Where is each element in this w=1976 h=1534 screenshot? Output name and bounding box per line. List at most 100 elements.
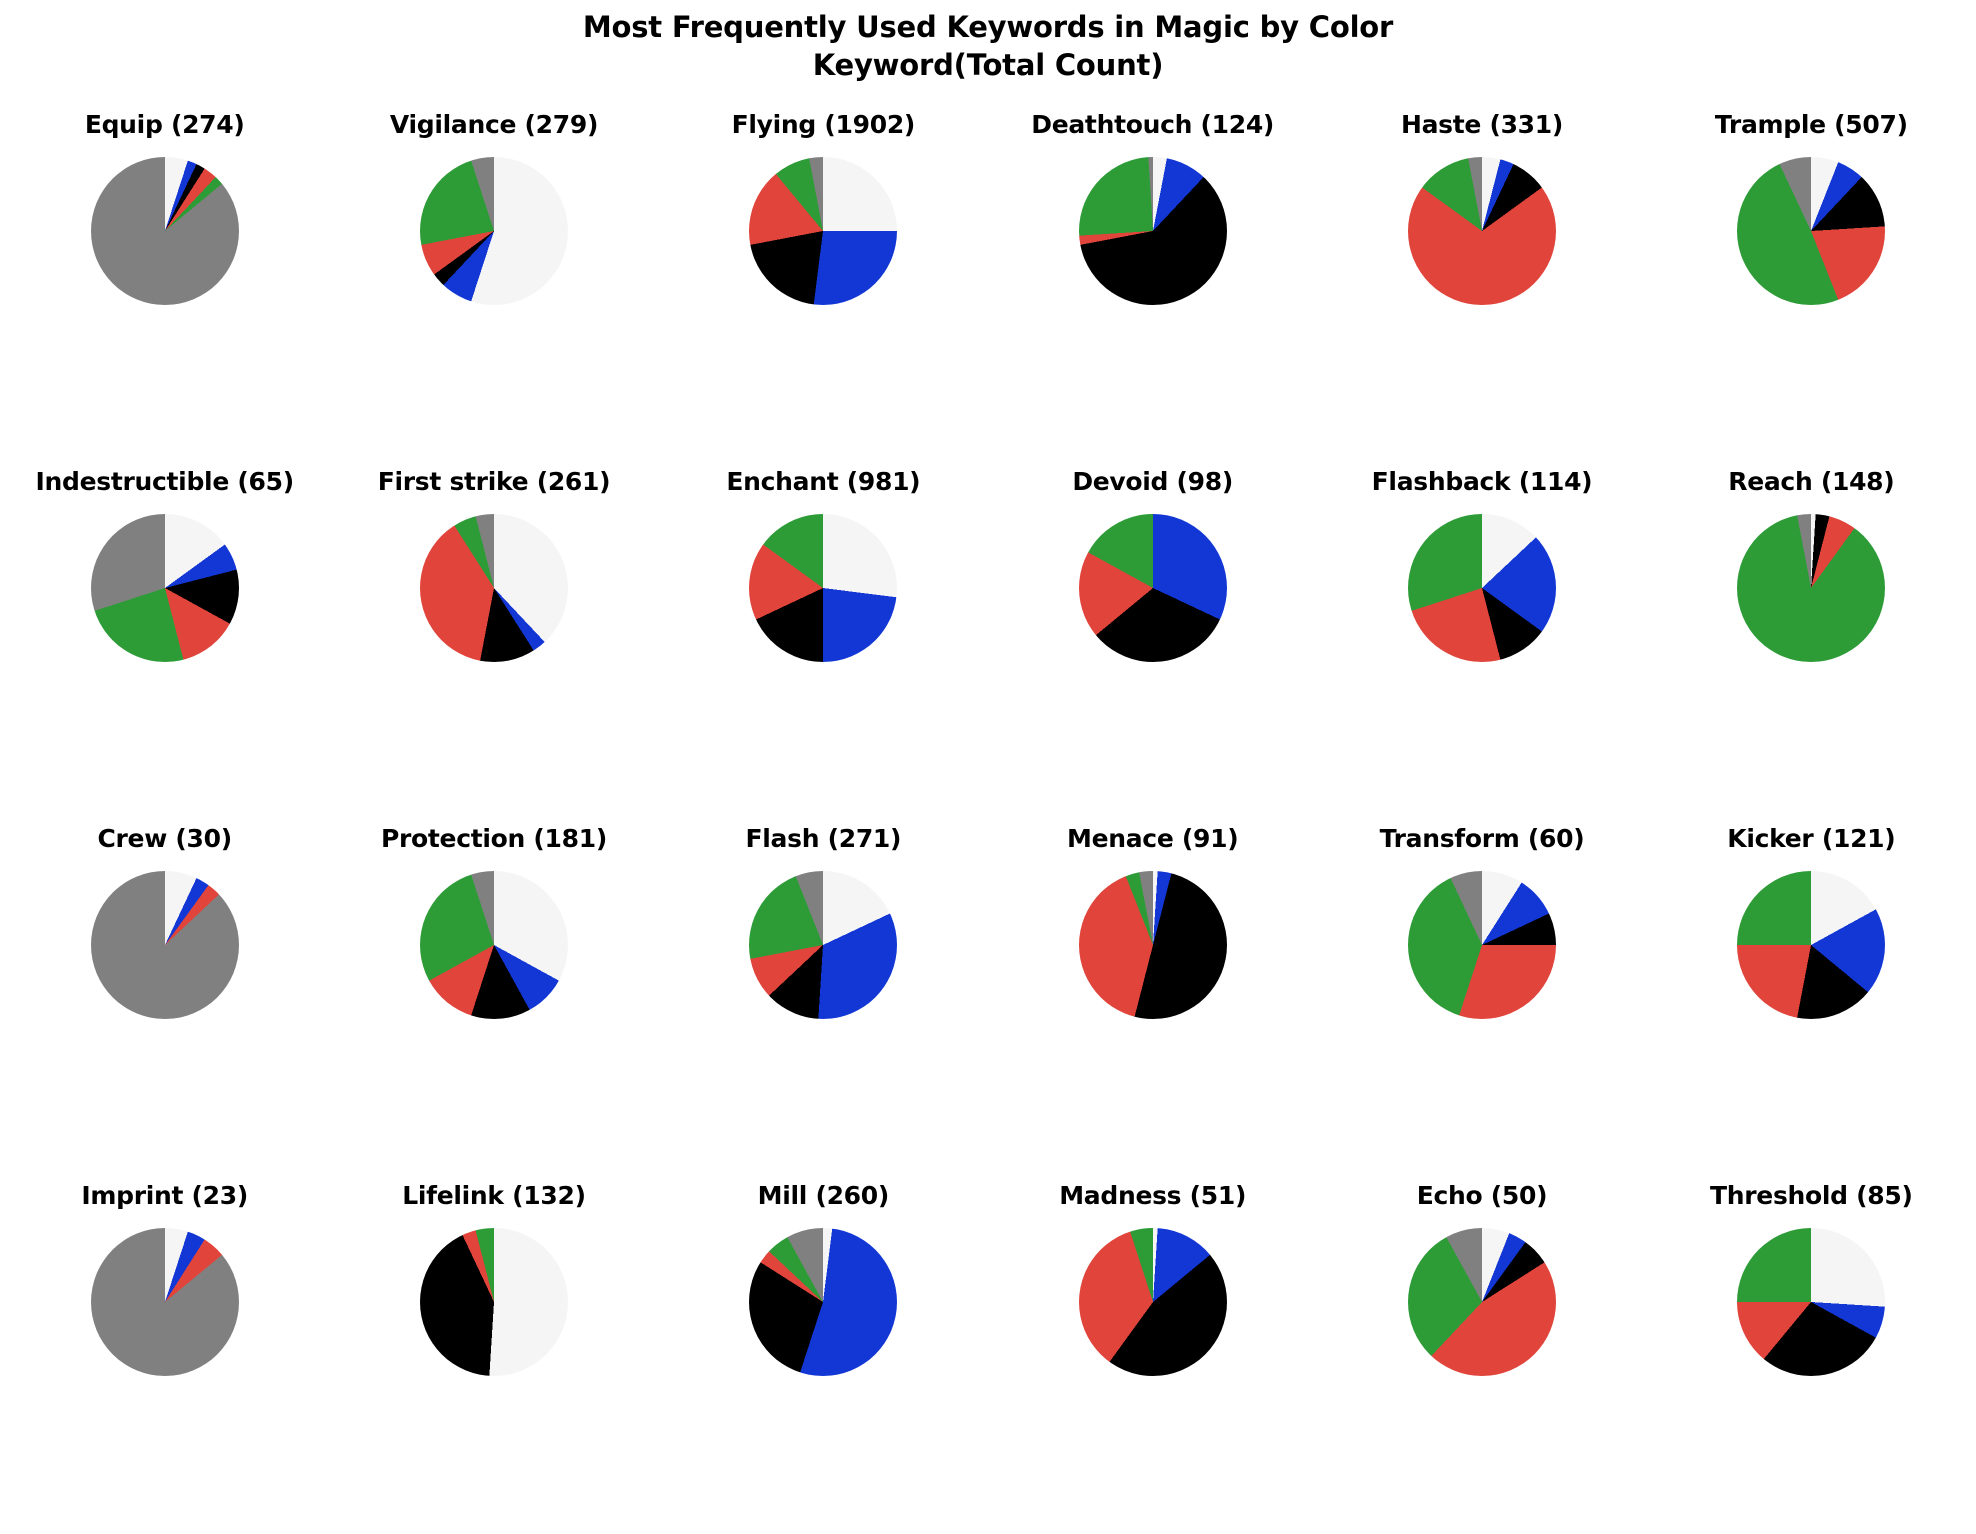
- pie-panel-title: Threshold (85): [1710, 1181, 1913, 1210]
- pie-panel-title: Vigilance (279): [389, 110, 599, 139]
- pie-chart-wrapper: [329, 853, 658, 1177]
- pie-chart-wrapper: [0, 1210, 329, 1534]
- pie-panel: Indestructible (65): [0, 463, 329, 820]
- pie-chart-wrapper: [1317, 853, 1646, 1177]
- pie-panel-title: Mill (260): [757, 1181, 890, 1210]
- pie-panel: Madness (51): [988, 1177, 1317, 1534]
- pie-panel-title: First strike (261): [377, 467, 611, 496]
- pie-panel-title: Haste (331): [1400, 110, 1563, 139]
- pie-chart-wrapper: [0, 853, 329, 1177]
- pie-chart: [1737, 871, 1886, 1019]
- figure-title-line1: Most Frequently Used Keywords in Magic b…: [582, 10, 1394, 44]
- pie-grid: Equip (274) Vigilance (279) Flying (1902) D…: [0, 106, 1976, 1534]
- pie-chart: [1078, 1228, 1227, 1376]
- pie-panel: Haste (331): [1317, 106, 1646, 463]
- pie-chart-wrapper: [659, 853, 988, 1177]
- pie-panel-title: Equip (274): [84, 110, 245, 139]
- pie-panel: Vigilance (279): [329, 106, 658, 463]
- pie-chart-wrapper: [0, 496, 329, 820]
- pie-chart-wrapper: [1647, 1210, 1976, 1534]
- pie-panel-title: Protection (181): [380, 824, 607, 853]
- pie-panel-title: Crew (30): [97, 824, 232, 853]
- pie-panel-title: Echo (50): [1416, 1181, 1548, 1210]
- pie-panel-title: Transform (60): [1379, 824, 1585, 853]
- pie-chart-wrapper: [988, 853, 1317, 1177]
- pie-panel: Deathtouch (124): [988, 106, 1317, 463]
- pie-panel: Imprint (23): [0, 1177, 329, 1534]
- pie-panel: Kicker (121): [1647, 820, 1976, 1177]
- pie-chart-wrapper: [329, 496, 658, 820]
- pie-chart: [1078, 514, 1227, 662]
- pie-panel: Protection (181): [329, 820, 658, 1177]
- pie-panel: Transform (60): [1317, 820, 1646, 1177]
- pie-panel-title: Flash (271): [745, 824, 902, 853]
- pie-panel: First strike (261): [329, 463, 658, 820]
- pie-chart-wrapper: [329, 139, 658, 463]
- pie-chart: [1407, 871, 1556, 1019]
- pie-panel-title: Enchant (981): [726, 467, 921, 496]
- pie-chart: [1407, 157, 1556, 305]
- pie-panel-title: Flashback (114): [1371, 467, 1593, 496]
- pie-panel-title: Reach (148): [1728, 467, 1895, 496]
- pie-panel: Trample (507): [1647, 106, 1976, 463]
- pie-chart: [749, 871, 898, 1019]
- pie-panel: Echo (50): [1317, 1177, 1646, 1534]
- pie-chart: [1737, 1228, 1886, 1376]
- pie-chart-wrapper: [1317, 1210, 1646, 1534]
- pie-panel: Mill (260): [659, 1177, 988, 1534]
- pie-panel: Equip (274): [0, 106, 329, 463]
- pie-chart: [1078, 871, 1227, 1019]
- pie-chart: [1407, 514, 1556, 662]
- pie-panel: Threshold (85): [1647, 1177, 1976, 1534]
- pie-chart-wrapper: [988, 139, 1317, 463]
- pie-chart-wrapper: [329, 1210, 658, 1534]
- pie-chart: [419, 871, 568, 1019]
- pie-chart-wrapper: [659, 1210, 988, 1534]
- pie-chart-wrapper: [1647, 853, 1976, 1177]
- pie-panel-title: Indestructible (65): [35, 467, 295, 496]
- pie-panel: Enchant (981): [659, 463, 988, 820]
- pie-chart: [749, 157, 898, 305]
- figure-title: Most Frequently Used Keywords in Magic b…: [0, 8, 1976, 85]
- pie-chart: [419, 514, 568, 662]
- pie-panel-title: Menace (91): [1067, 824, 1239, 853]
- pie-chart: [749, 514, 898, 662]
- pie-panel: Flash (271): [659, 820, 988, 1177]
- pie-chart-wrapper: [1647, 139, 1976, 463]
- pie-panel-title: Madness (51): [1059, 1181, 1247, 1210]
- pie-chart-wrapper: [988, 1210, 1317, 1534]
- pie-chart-wrapper: [1317, 139, 1646, 463]
- pie-panel: Menace (91): [988, 820, 1317, 1177]
- pie-chart: [90, 514, 239, 662]
- pie-chart: [90, 157, 239, 305]
- pie-panel: Devoid (98): [988, 463, 1317, 820]
- pie-panel-title: Flying (1902): [731, 110, 916, 139]
- figure-title-line2: Keyword(Total Count): [812, 48, 1164, 83]
- pie-panel: Lifelink (132): [329, 1177, 658, 1534]
- pie-chart-wrapper: [659, 496, 988, 820]
- pie-panel: Flashback (114): [1317, 463, 1646, 820]
- pie-chart: [1737, 157, 1886, 305]
- pie-chart: [749, 1228, 898, 1376]
- pie-panel: Flying (1902): [659, 106, 988, 463]
- pie-chart-wrapper: [1647, 496, 1976, 820]
- pie-chart-wrapper: [0, 139, 329, 463]
- pie-chart: [90, 871, 239, 1019]
- pie-panel-title: Lifelink (132): [402, 1181, 586, 1210]
- pie-chart-wrapper: [988, 496, 1317, 820]
- pie-chart: [419, 157, 568, 305]
- pie-panel-title: Imprint (23): [81, 1181, 248, 1210]
- pie-panel: Reach (148): [1647, 463, 1976, 820]
- pie-chart: [1737, 514, 1886, 662]
- pie-chart-wrapper: [659, 139, 988, 463]
- pie-panel-title: Trample (507): [1714, 110, 1908, 139]
- pie-chart: [1078, 157, 1227, 305]
- pie-chart: [90, 1228, 239, 1376]
- pie-chart: [419, 1228, 568, 1376]
- pie-chart-wrapper: [1317, 496, 1646, 820]
- pie-panel-title: Devoid (98): [1072, 467, 1234, 496]
- pie-chart: [1407, 1228, 1556, 1376]
- pie-panel: Crew (30): [0, 820, 329, 1177]
- pie-panel-title: Kicker (121): [1727, 824, 1896, 853]
